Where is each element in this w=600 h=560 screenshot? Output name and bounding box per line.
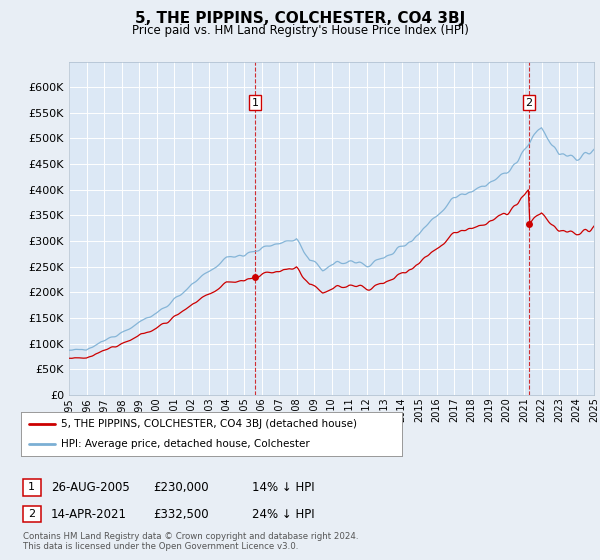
Text: Price paid vs. HM Land Registry's House Price Index (HPI): Price paid vs. HM Land Registry's House … (131, 24, 469, 36)
Text: 26-AUG-2005: 26-AUG-2005 (51, 480, 130, 494)
Text: 24% ↓ HPI: 24% ↓ HPI (252, 507, 314, 521)
Text: 5, THE PIPPINS, COLCHESTER, CO4 3BJ (detached house): 5, THE PIPPINS, COLCHESTER, CO4 3BJ (det… (61, 419, 357, 429)
Text: 2: 2 (28, 509, 35, 519)
Text: 1: 1 (28, 482, 35, 492)
Text: 14% ↓ HPI: 14% ↓ HPI (252, 480, 314, 494)
Text: 14-APR-2021: 14-APR-2021 (51, 507, 127, 521)
Text: Contains HM Land Registry data © Crown copyright and database right 2024.
This d: Contains HM Land Registry data © Crown c… (23, 531, 358, 551)
Text: 1: 1 (251, 97, 259, 108)
Text: £332,500: £332,500 (153, 507, 209, 521)
Text: HPI: Average price, detached house, Colchester: HPI: Average price, detached house, Colc… (61, 439, 310, 449)
Text: 2: 2 (526, 97, 533, 108)
Text: £230,000: £230,000 (153, 480, 209, 494)
Text: 5, THE PIPPINS, COLCHESTER, CO4 3BJ: 5, THE PIPPINS, COLCHESTER, CO4 3BJ (135, 11, 465, 26)
